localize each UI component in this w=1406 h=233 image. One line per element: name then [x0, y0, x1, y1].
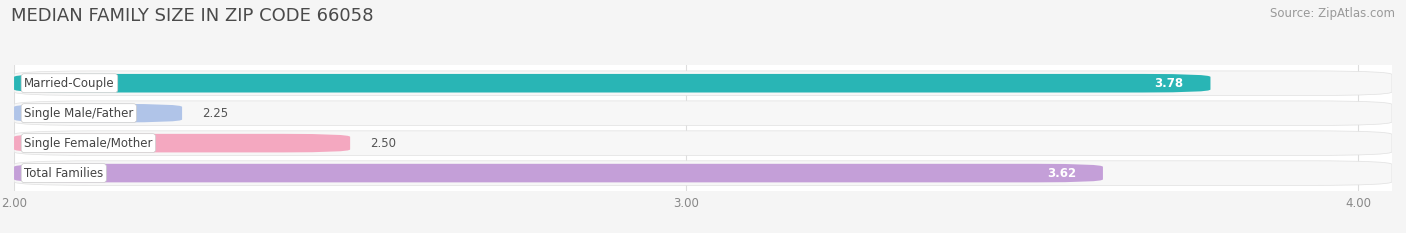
Text: Source: ZipAtlas.com: Source: ZipAtlas.com [1270, 7, 1395, 20]
FancyBboxPatch shape [14, 134, 350, 152]
Text: 3.78: 3.78 [1154, 77, 1184, 90]
FancyBboxPatch shape [14, 104, 183, 123]
Text: Total Families: Total Families [24, 167, 104, 180]
Text: Single Female/Mother: Single Female/Mother [24, 137, 153, 150]
Text: 3.62: 3.62 [1047, 167, 1076, 180]
FancyBboxPatch shape [14, 161, 1392, 185]
FancyBboxPatch shape [14, 71, 1392, 96]
FancyBboxPatch shape [14, 101, 1392, 125]
FancyBboxPatch shape [14, 164, 1102, 182]
Text: Married-Couple: Married-Couple [24, 77, 115, 90]
Text: 2.50: 2.50 [370, 137, 396, 150]
Text: Single Male/Father: Single Male/Father [24, 107, 134, 120]
Text: 2.25: 2.25 [202, 107, 228, 120]
Text: MEDIAN FAMILY SIZE IN ZIP CODE 66058: MEDIAN FAMILY SIZE IN ZIP CODE 66058 [11, 7, 374, 25]
FancyBboxPatch shape [14, 74, 1211, 93]
FancyBboxPatch shape [14, 131, 1392, 155]
